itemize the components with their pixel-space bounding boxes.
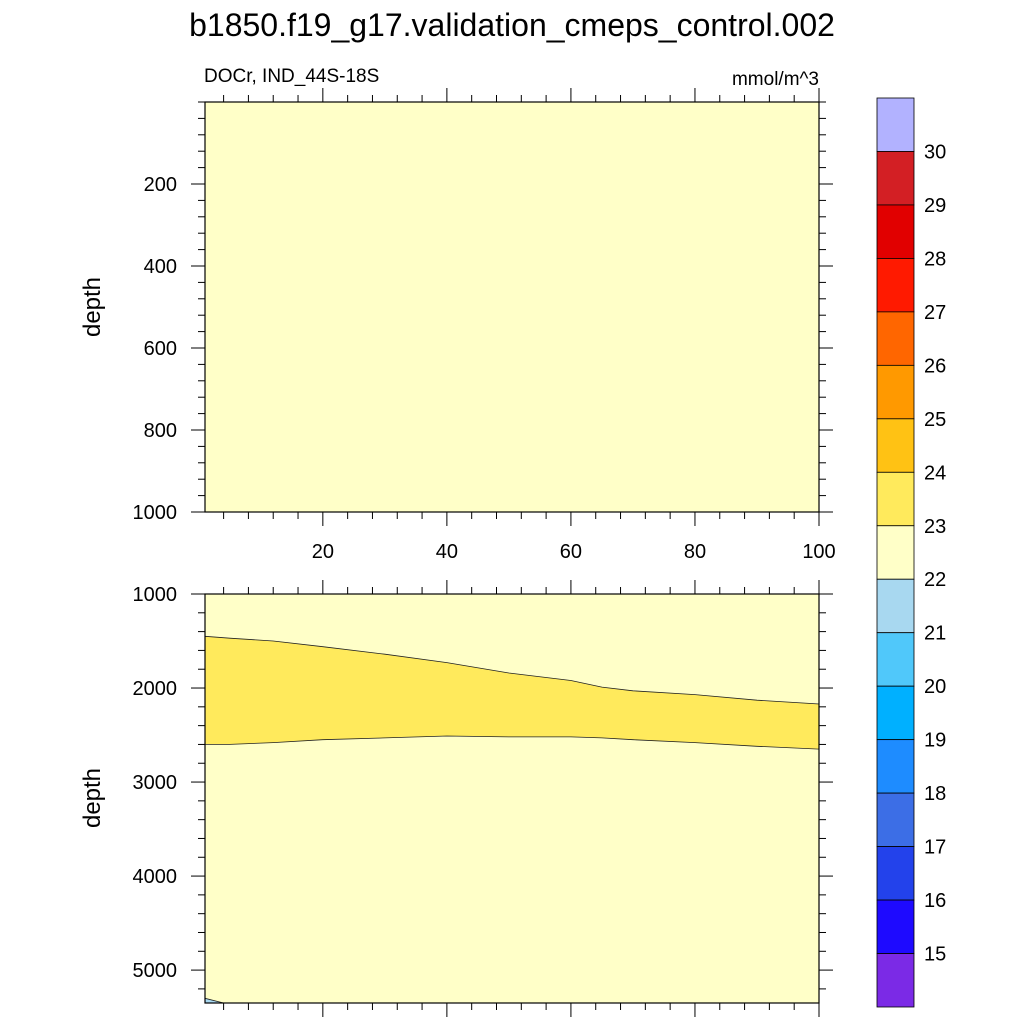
- x-tick-label: 40: [436, 541, 458, 563]
- colorbar-box: [876, 364, 915, 420]
- lower-ylabel: depth: [79, 768, 106, 828]
- colorbar-label: 25: [924, 409, 946, 431]
- colorbar-box: [876, 258, 915, 313]
- colorbar-label: 18: [924, 783, 946, 805]
- colorbar-box: [876, 578, 915, 634]
- colorbar-label: 21: [924, 623, 946, 645]
- lower-panel: depth 1000 2000 3000 4000 5000: [79, 580, 833, 1017]
- colorbar-box: [876, 471, 915, 527]
- colorbar-label: 30: [924, 141, 946, 163]
- colorbar-label: 28: [924, 248, 946, 270]
- colorbar-box: [876, 97, 915, 152]
- x-tick-label: 20: [312, 541, 334, 563]
- colorbar-box: [876, 739, 915, 794]
- plot-frame: [204, 101, 820, 513]
- y-tick-label: 600: [144, 338, 177, 360]
- colorbar-label: 23: [924, 516, 946, 538]
- lower-plot-area: 1000 2000 3000 4000 5000: [133, 580, 833, 1017]
- colorbar-box: [876, 953, 915, 1008]
- x-tick-label: 60: [560, 541, 582, 563]
- y-tick-label: 5000: [133, 960, 178, 982]
- colorbar-label: 29: [924, 195, 946, 217]
- y-tick-label: 3000: [133, 772, 178, 794]
- colorbar-label: 22: [924, 569, 946, 591]
- colorbar-box: [876, 311, 915, 366]
- y-tick-label: 400: [144, 256, 177, 278]
- upper-right-label: mmol/m^3: [732, 69, 819, 90]
- colorbar-box: [876, 792, 915, 847]
- colorbar-label: 26: [924, 355, 946, 377]
- upper-plot-area: 200 400 600 800 1000 20 40 60 80 100: [133, 88, 836, 563]
- y-tick-label: 200: [144, 174, 177, 196]
- y-tick-label: 4000: [133, 866, 178, 888]
- upper-panel: DOCr, IND_44S-18S mmol/m^3 depth 200 400 6…: [79, 66, 836, 563]
- upper-ylabel: depth: [79, 277, 106, 337]
- colorbar-box: [876, 151, 915, 206]
- colorbar-label: 15: [924, 944, 946, 966]
- colorbar-label: 16: [924, 890, 946, 912]
- colorbar-label: 27: [924, 302, 946, 324]
- colorbar-box: [876, 418, 915, 473]
- x-tick-label: 100: [802, 541, 835, 563]
- colorbar-box: [876, 525, 915, 580]
- y-tick-label: 2000: [133, 678, 178, 700]
- figure-title: b1850.f19_g17.validation_cmeps_control.0…: [189, 7, 835, 43]
- colorbar: 15 16 17 18 19 20 21 22 23 24 25 26 27 28 29 30: [876, 97, 946, 1008]
- colorbar-box: [876, 685, 915, 741]
- colorbar-box: [876, 632, 915, 687]
- colorbar-label: 20: [924, 676, 946, 698]
- colorbar-label: 24: [924, 462, 946, 484]
- colorbar-label: 17: [924, 837, 946, 859]
- colorbar-box: [876, 846, 915, 901]
- y-tick-label: 1000: [133, 502, 178, 524]
- y-tick-label: 800: [144, 420, 177, 442]
- colorbar-box: [876, 899, 915, 954]
- plot-frame: [204, 593, 820, 1004]
- colorbar-label: 19: [924, 730, 946, 752]
- y-tick-label: 1000: [133, 584, 178, 606]
- x-tick-label: 80: [684, 541, 706, 563]
- colorbar-box: [876, 204, 915, 259]
- contour-fill-background: [205, 102, 819, 512]
- upper-left-label: DOCr, IND_44S-18S: [204, 66, 379, 87]
